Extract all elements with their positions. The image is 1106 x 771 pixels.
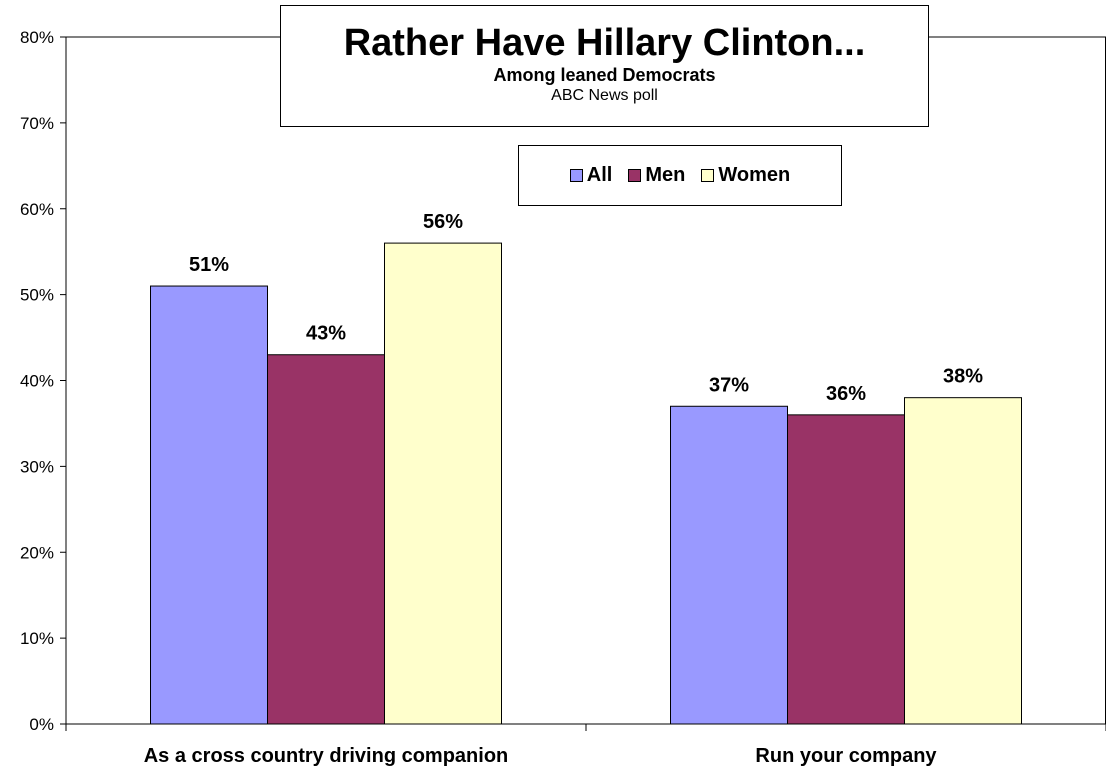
y-tick-label: 30% [20, 457, 54, 476]
legend-label-all: All [586, 164, 613, 186]
legend-item-all: All [569, 164, 613, 187]
y-tick-label: 80% [20, 28, 54, 47]
legend-label-men: Men [645, 164, 686, 186]
title-box: Rather Have Hillary Clinton... Among lea… [280, 5, 929, 127]
legend-item-men: Men [628, 164, 685, 187]
y-tick-label: 20% [20, 543, 54, 562]
chart-title: Rather Have Hillary Clinton... [343, 22, 866, 64]
data-label: 38% [943, 366, 983, 388]
bar-men [267, 354, 385, 725]
data-label: 51% [189, 254, 229, 276]
bar-women [904, 397, 1022, 725]
x-category-label: As a cross country driving companion [144, 745, 509, 767]
chart-subtitle: Among leaned Democrats [493, 65, 716, 85]
legend-label-women: Women [718, 164, 791, 186]
y-tick-label: 10% [20, 629, 54, 648]
bar-women [384, 242, 502, 725]
y-tick-label: 50% [20, 286, 54, 305]
legend-swatch-men [628, 169, 642, 182]
chart-source: ABC News poll [551, 87, 658, 104]
bar-all [150, 285, 268, 725]
y-tick-label: 70% [20, 114, 54, 133]
y-tick-label: 40% [20, 372, 54, 391]
data-label: 37% [709, 374, 749, 396]
y-tick-label: 60% [20, 200, 54, 219]
legend: All Men Women [518, 145, 842, 206]
data-label: 56% [423, 211, 463, 233]
data-label: 43% [306, 323, 346, 345]
y-tick-label: 0% [29, 715, 54, 734]
legend-item-women: Women [701, 164, 790, 187]
x-category-label: Run your company [755, 745, 937, 767]
data-label: 36% [826, 383, 866, 405]
bar-all [670, 405, 788, 725]
legend-swatch-women [701, 169, 715, 182]
bar-men [787, 414, 905, 725]
legend-swatch-all [569, 169, 583, 182]
